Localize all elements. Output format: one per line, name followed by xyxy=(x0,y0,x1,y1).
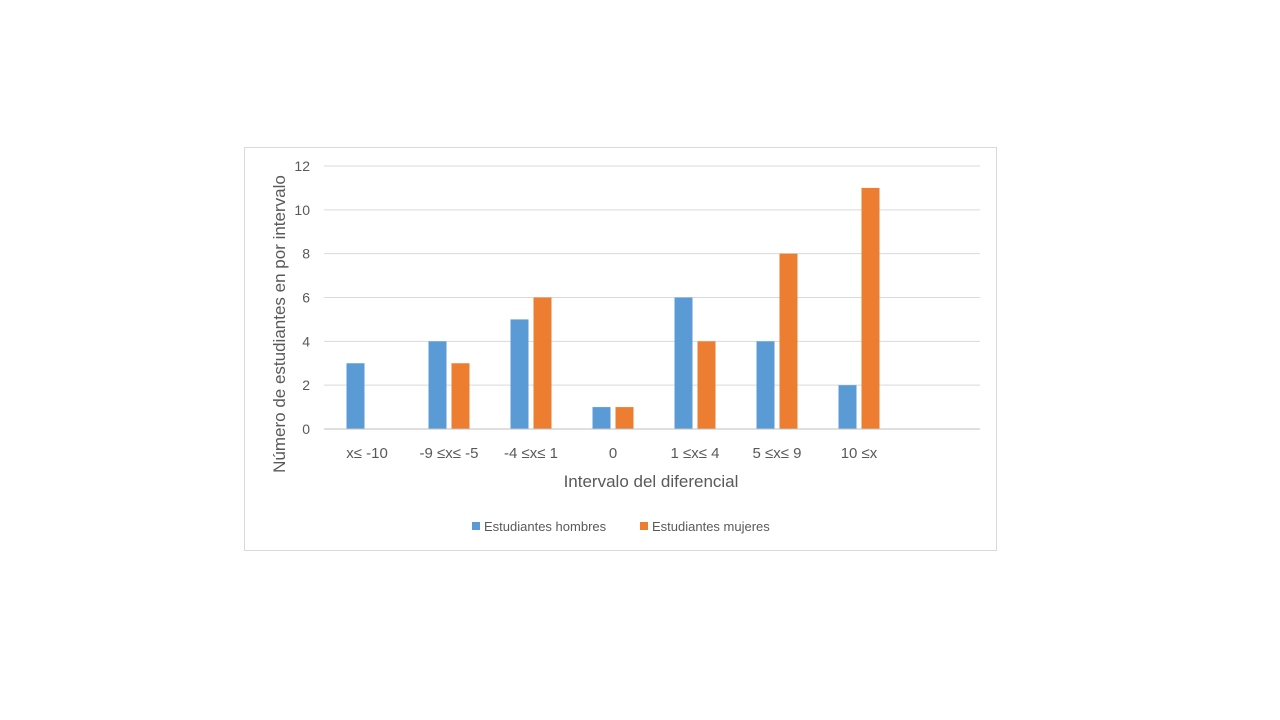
bar-hombres xyxy=(510,319,529,429)
legend-swatch xyxy=(640,522,648,530)
legend-label: Estudiantes mujeres xyxy=(652,519,770,534)
x-tick-label: 1 ≤x≤ 4 xyxy=(671,445,720,462)
x-axis-title: Intervalo del diferencial xyxy=(564,472,739,491)
bar-mujeres xyxy=(451,363,470,429)
legend-swatch xyxy=(472,522,480,530)
y-tick-label: 12 xyxy=(294,158,310,174)
x-tick-label: -9 ≤x≤ -5 xyxy=(420,445,479,462)
y-tick-label: 0 xyxy=(302,421,310,437)
x-tick-label: x≤ -10 xyxy=(346,445,388,462)
y-tick-label: 8 xyxy=(302,246,310,262)
x-tick-label: -4 ≤x≤ 1 xyxy=(504,445,558,462)
bar-hombres xyxy=(428,341,447,429)
legend-label: Estudiantes hombres xyxy=(484,519,607,534)
gridlines xyxy=(324,165,980,386)
bar-hombres xyxy=(756,341,775,429)
x-tick-label: 5 ≤x≤ 9 xyxy=(753,445,802,462)
bar-hombres xyxy=(592,407,611,429)
bars xyxy=(346,187,880,429)
x-tick-label: 0 xyxy=(609,445,617,462)
y-tick-label: 10 xyxy=(294,202,310,218)
bar-mujeres xyxy=(615,407,634,429)
legend: Estudiantes hombres Estudiantes mujeres xyxy=(472,519,770,534)
x-axis-ticks: x≤ -10 -9 ≤x≤ -5 -4 ≤x≤ 1 0 1 ≤x≤ 4 5 ≤x≤ 9 10… xyxy=(346,445,878,462)
y-axis-ticks: 0 2 4 6 8 10 12 xyxy=(294,158,310,437)
bar-mujeres xyxy=(779,253,798,429)
y-tick-label: 6 xyxy=(302,290,310,306)
x-tick-label: 10 ≤x xyxy=(841,445,878,462)
bar-hombres xyxy=(346,363,365,429)
bar-mujeres xyxy=(861,187,880,429)
y-tick-label: 2 xyxy=(302,377,310,393)
bar-mujeres xyxy=(697,341,716,429)
y-tick-label: 4 xyxy=(302,333,310,349)
y-axis-title: Número de estudiantes en por intervalo xyxy=(270,175,289,473)
bar-mujeres xyxy=(533,297,552,429)
bar-hombres xyxy=(838,385,857,429)
bar-hombres xyxy=(674,297,693,429)
